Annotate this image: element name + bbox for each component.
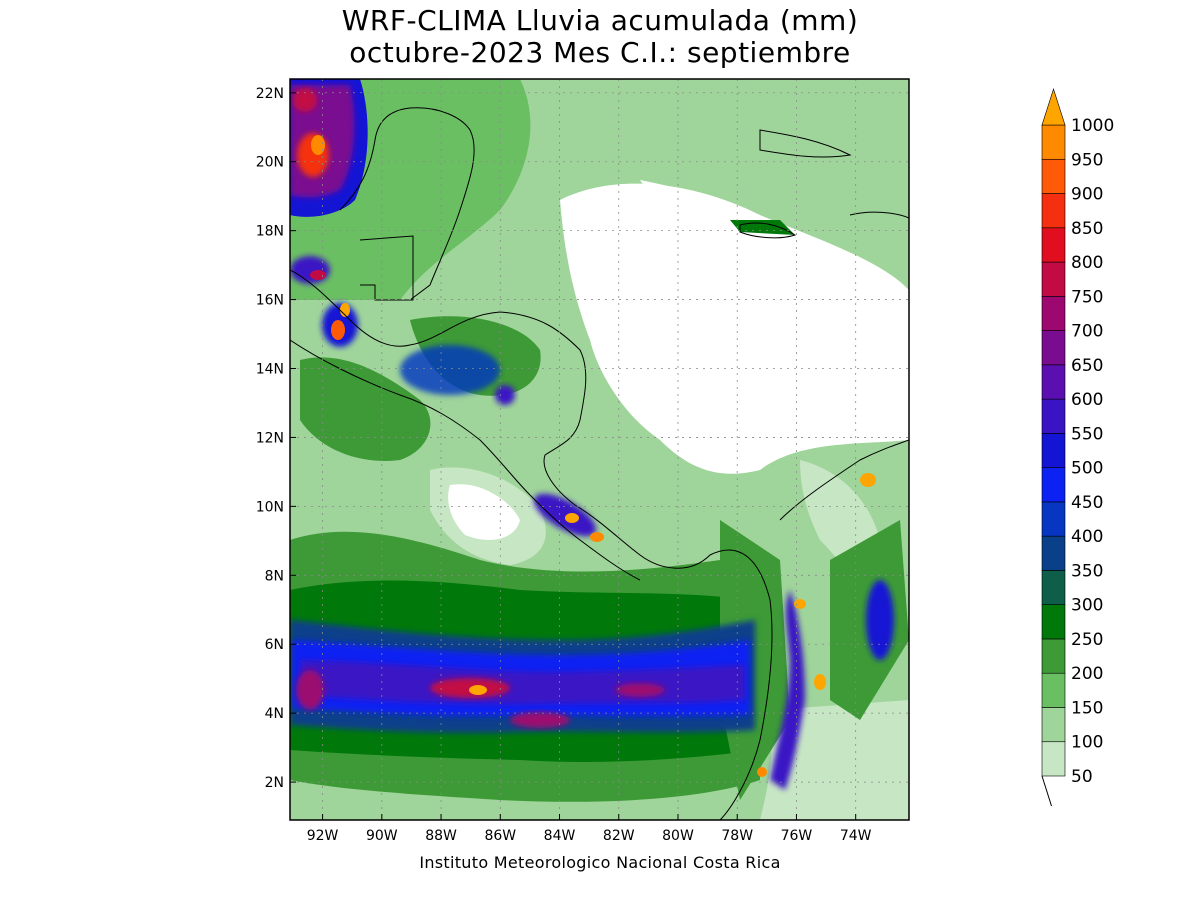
lat-tick-label: 22N — [256, 86, 284, 102]
map-title: WRF-CLIMA Lluvia acumulada (mm) — [341, 4, 859, 37]
colorbar-box — [1041, 330, 1066, 366]
colorbar-box — [1041, 433, 1066, 468]
lon-tick-label: 86W — [484, 828, 516, 844]
colorbar-label: 900 — [1071, 185, 1103, 205]
lon-tick-label: 78W — [721, 828, 753, 844]
credit-footer: Instituto Meteorologico Nacional Costa R… — [419, 853, 781, 872]
lat-tick-label: 16N — [256, 293, 284, 309]
colorbar-label: 600 — [1071, 390, 1103, 410]
colorbar-box — [1041, 741, 1066, 777]
lon-tick-label: 82W — [603, 828, 635, 844]
lon-tick-label: 74W — [840, 828, 872, 844]
colorbar-bottom-arrow — [1041, 775, 1052, 807]
colorbar-label: 250 — [1071, 630, 1103, 650]
colorbar-label: 950 — [1071, 150, 1103, 170]
colorbar-box — [1041, 467, 1066, 503]
colorbar-box — [1041, 604, 1066, 640]
lon-tick-label: 80W — [662, 828, 694, 844]
colorbar-box — [1041, 364, 1066, 400]
colorbar-label: 500 — [1071, 459, 1103, 479]
colorbar-label: 400 — [1071, 527, 1103, 547]
lon-tick-label: 76W — [781, 828, 813, 844]
colorbar-label: 550 — [1071, 424, 1103, 444]
lat-tick-label: 12N — [256, 430, 284, 446]
latitude-axis: 2N 4N 6N 8N 10N 12N 14N 16N 18N 20N 22N — [256, 86, 296, 791]
colorbar-label: 650 — [1071, 356, 1103, 376]
colorbar-label: 1000 — [1071, 116, 1114, 136]
colorbar-box — [1041, 124, 1066, 160]
colorbar-box — [1041, 535, 1066, 571]
colorbar-label: 150 — [1071, 698, 1103, 718]
lat-tick-label: 4N — [265, 706, 284, 722]
colorbar-box — [1041, 261, 1066, 297]
colorbar-label: 100 — [1071, 733, 1103, 753]
map-subtitle: octubre-2023 Mes C.I.: septiembre — [349, 36, 851, 69]
map-gridlines — [290, 79, 909, 820]
colorbar-box — [1041, 672, 1066, 708]
colorbar-label: 800 — [1071, 253, 1103, 273]
colorbar-box — [1041, 501, 1066, 537]
colorbar-box — [1041, 398, 1066, 434]
colorbar-box — [1041, 570, 1066, 605]
colorbar-label: 450 — [1071, 493, 1103, 513]
lat-tick-label: 8N — [265, 568, 284, 584]
colorbar-box — [1041, 707, 1066, 743]
colorbar-box — [1041, 638, 1066, 674]
lon-tick-label: 88W — [425, 828, 457, 844]
map-frame — [289, 78, 910, 821]
colorbar-label: 300 — [1071, 596, 1103, 616]
lon-tick-label: 92W — [307, 828, 339, 844]
colorbar-label: 50 — [1071, 767, 1093, 787]
lat-tick-label: 18N — [256, 224, 284, 240]
colorbar-label: 200 — [1071, 664, 1103, 684]
colorbar: 50 100 150 200 250 300 350 400 450 500 550 600 650 70… — [1041, 88, 1114, 807]
lat-tick-label: 14N — [256, 362, 284, 378]
lon-tick-label: 84W — [544, 828, 576, 844]
lat-tick-label: 20N — [256, 155, 284, 171]
colorbar-label: 850 — [1071, 219, 1103, 239]
colorbar-top-arrow — [1041, 88, 1066, 126]
coastlines — [290, 107, 909, 820]
colorbar-label: 750 — [1071, 287, 1103, 307]
colorbar-label: 350 — [1071, 561, 1103, 581]
colorbar-box — [1041, 193, 1066, 229]
colorbar-box — [1041, 158, 1066, 194]
lon-tick-label: 90W — [366, 828, 398, 844]
colorbar-label: 700 — [1071, 322, 1103, 342]
colorbar-box — [1041, 296, 1066, 331]
lat-tick-label: 2N — [265, 775, 284, 791]
longitude-axis: 92W 90W 88W 86W 84W 82W 80W 78W 76W 74W — [307, 814, 872, 844]
rainfall-field — [290, 79, 909, 820]
lat-tick-label: 6N — [265, 637, 284, 653]
colorbar-box — [1041, 227, 1066, 263]
lat-tick-label: 10N — [256, 499, 284, 515]
